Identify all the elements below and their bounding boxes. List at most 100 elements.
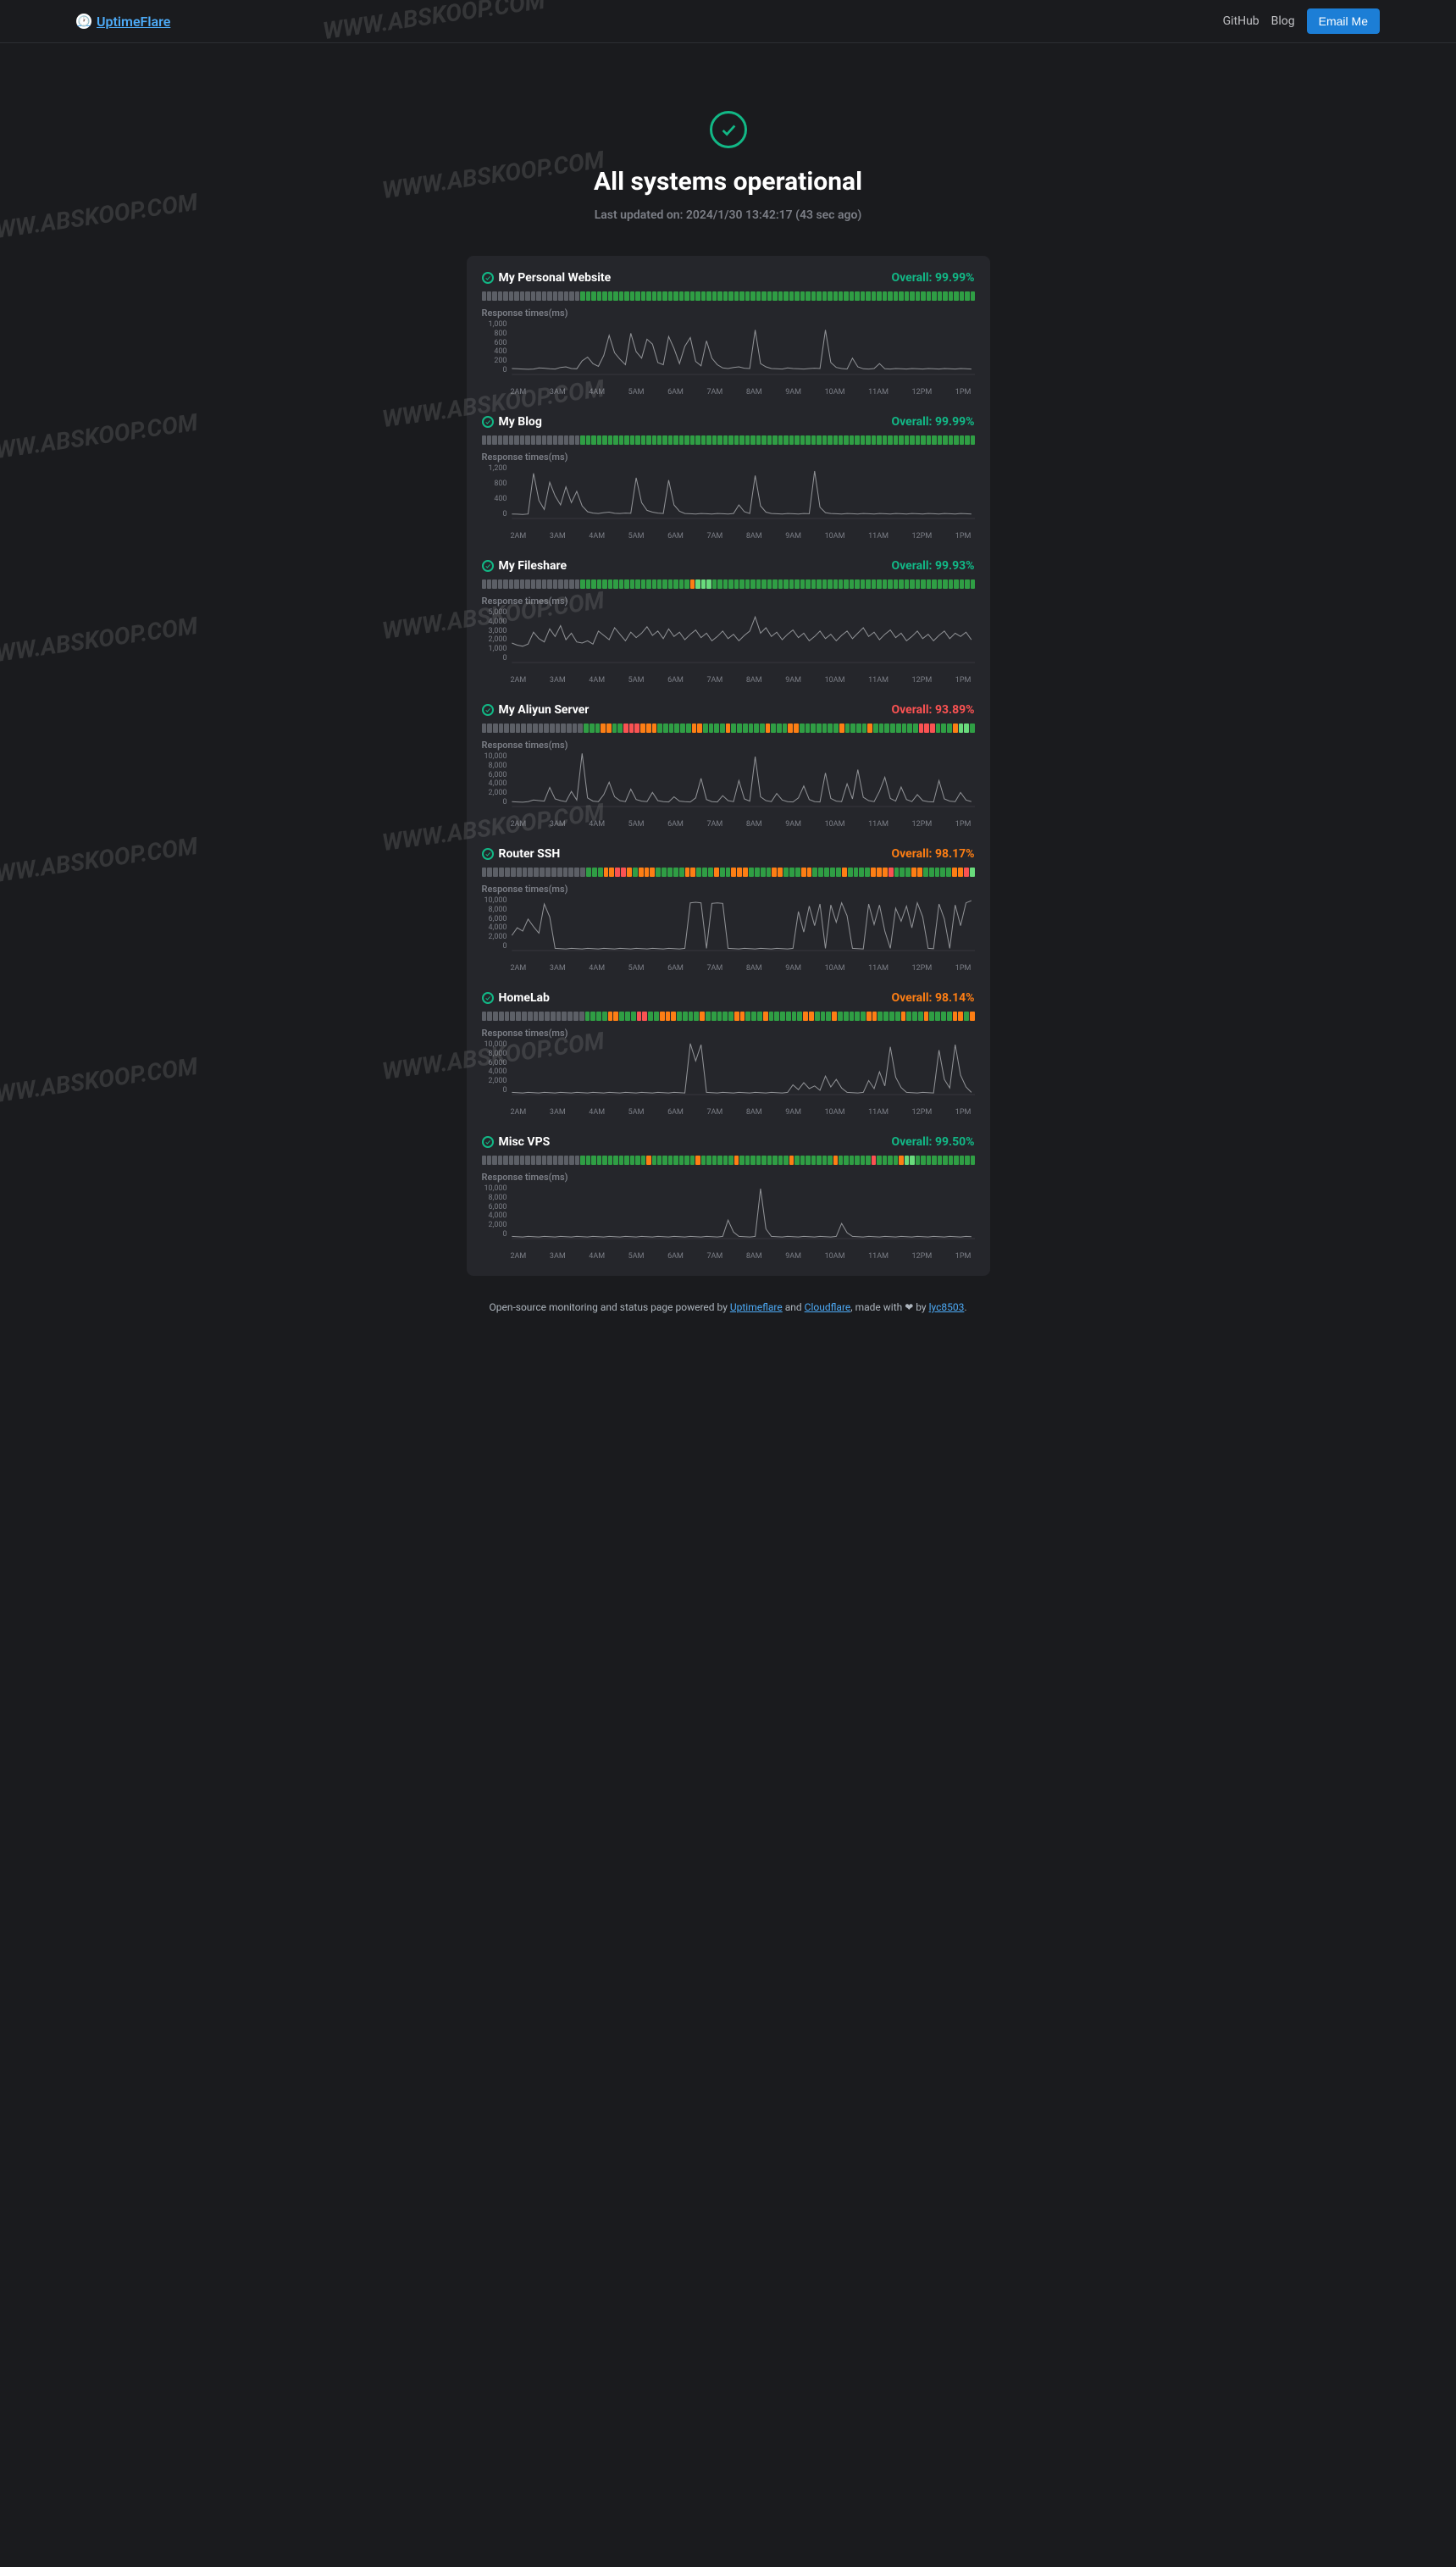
uptime-bar: [949, 1156, 953, 1165]
uptime-bar: [888, 291, 892, 301]
x-axis: 2AM3AM4AM5AM6AM7AM8AM9AM10AM11AM12PM1PM: [482, 964, 975, 973]
uptime-bar: [586, 1156, 590, 1165]
footer-link-author[interactable]: lyc8503: [929, 1301, 965, 1313]
uptime-bar: [862, 724, 867, 733]
uptime-bar: [525, 435, 529, 445]
uptime-bar: [714, 724, 719, 733]
uptime-bar: [745, 579, 750, 589]
footer-link-cloudflare[interactable]: Cloudflare: [805, 1301, 851, 1313]
uptime-bar: [697, 724, 702, 733]
uptime-bar: [739, 1156, 744, 1165]
uptime-bar: [745, 1156, 750, 1165]
uptime-bar: [598, 868, 603, 877]
uptime-bar: [811, 1156, 816, 1165]
uptime-bar: [872, 1156, 876, 1165]
uptime-bar: [822, 579, 827, 589]
uptime-bar: [522, 1012, 527, 1021]
uptime-bar: [953, 1012, 958, 1021]
uptime-bar: [844, 1012, 849, 1021]
uptime-bar: [943, 1156, 947, 1165]
email-button[interactable]: Email Me: [1307, 8, 1380, 34]
uptime-bar: [932, 291, 936, 301]
footer-link-uptimeflare[interactable]: Uptimeflare: [730, 1301, 783, 1313]
check-icon: [482, 704, 494, 716]
watermark: WWW.ABSKOOP.COM: [0, 1052, 199, 1111]
uptime-bar: [602, 1156, 606, 1165]
uptime-bar: [586, 868, 591, 877]
uptime-bar: [767, 291, 772, 301]
uptime-bar: [558, 435, 562, 445]
uptime-bar: [684, 1156, 689, 1165]
overall-uptime: Overall: 99.93%: [892, 559, 975, 573]
uptime-bar: [662, 1156, 667, 1165]
chart-title: Response times(ms): [482, 884, 975, 895]
uptime-bar: [528, 1012, 533, 1021]
uptime-bar: [609, 868, 614, 877]
uptime-bar: [927, 435, 931, 445]
uptime-bar: [859, 868, 864, 877]
uptime-bar: [492, 291, 496, 301]
uptime-bar: [924, 724, 929, 733]
uptime-bar: [498, 1156, 502, 1165]
monitor-name: HomeLab: [499, 991, 550, 1005]
uptime-bar: [795, 868, 800, 877]
uptime-bar: [767, 435, 772, 445]
uptime-bar: [569, 579, 573, 589]
uptime-bar: [916, 435, 920, 445]
uptime-bar: [964, 868, 969, 877]
response-chart: 1,2008004000: [482, 464, 975, 530]
monitor-card: Misc VPS Overall: 99.50% Response times(…: [482, 1135, 975, 1261]
uptime-bar: [839, 724, 844, 733]
y-axis: 10,0008,0006,0004,0002,0000: [482, 1040, 507, 1095]
uptime-bar: [896, 724, 901, 733]
uptime-bar: [482, 868, 487, 877]
uptime-bar: [635, 579, 639, 589]
uptime-bar: [921, 579, 925, 589]
uptime-bar: [679, 291, 684, 301]
uptime-bar: [536, 1156, 540, 1165]
response-chart: 10,0008,0006,0004,0002,0000: [482, 752, 975, 818]
uptime-bar: [743, 868, 748, 877]
uptime-bar: [686, 724, 691, 733]
uptime-bar: [938, 1156, 942, 1165]
uptime-bar: [734, 579, 739, 589]
uptime-bar: [970, 724, 975, 733]
uptime-bar: [923, 868, 928, 877]
uptime-bar: [749, 724, 754, 733]
uptime-bar: [684, 579, 689, 589]
uptime-bar: [828, 579, 832, 589]
uptime-bar: [547, 1156, 551, 1165]
uptime-bar: [954, 579, 958, 589]
logo[interactable]: 🕐 UptimeFlare: [76, 14, 170, 30]
uptime-bar: [619, 435, 623, 445]
uptime-bar: [726, 868, 731, 877]
nav-blog[interactable]: Blog: [1271, 14, 1295, 28]
uptime-bar: [877, 1012, 883, 1021]
uptime-bar: [666, 1012, 671, 1021]
uptime-bar: [958, 868, 963, 877]
uptime-bar: [815, 1012, 820, 1021]
uptime-bar: [865, 868, 870, 877]
uptime-bar: [542, 291, 546, 301]
monitor-title: My Fileshare: [482, 559, 567, 573]
uptime-bar: [662, 435, 667, 445]
uptime-bar: [623, 724, 628, 733]
uptime-bar: [867, 724, 872, 733]
uptime-bar: [624, 1156, 628, 1165]
uptime-bar: [938, 579, 942, 589]
uptime-bar: [608, 435, 612, 445]
uptime-bar: [899, 435, 903, 445]
y-axis: 10,0008,0006,0004,0002,0000: [482, 896, 507, 951]
uptime-bar: [706, 1012, 711, 1021]
uptime-bar: [750, 1156, 755, 1165]
check-icon: [482, 992, 494, 1004]
uptime-bar: [807, 868, 812, 877]
uptime-bar: [617, 724, 623, 733]
uptime-bar: [547, 435, 551, 445]
uptime-bar: [564, 291, 568, 301]
uptime-bar: [591, 1156, 595, 1165]
uptime-bar: [883, 1156, 887, 1165]
nav-github[interactable]: GitHub: [1223, 14, 1259, 28]
uptime-bar: [573, 724, 578, 733]
uptime-bar: [706, 291, 711, 301]
